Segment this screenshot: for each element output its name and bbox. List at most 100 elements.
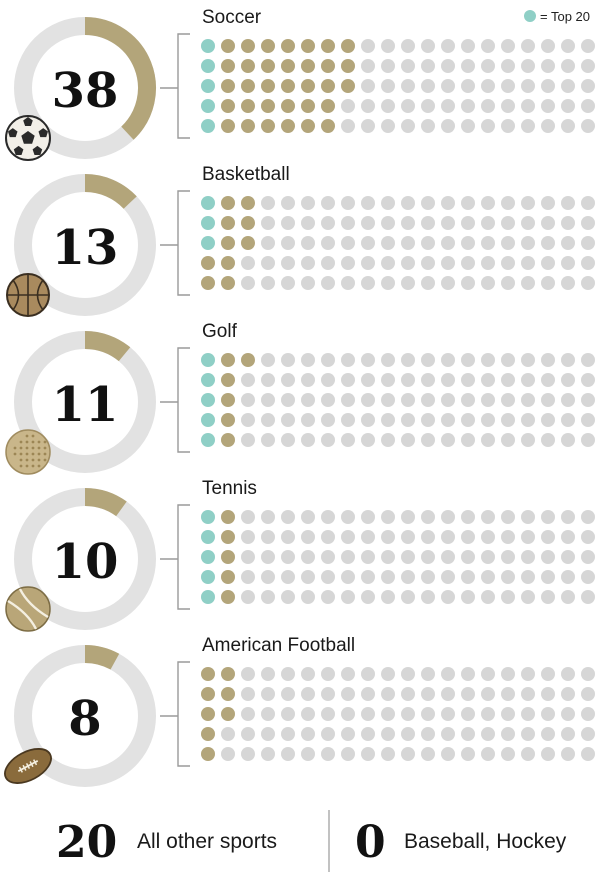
waffle-dot-empty: [381, 119, 395, 133]
waffle-dot-empty: [541, 413, 555, 427]
waffle-dot-empty: [381, 747, 395, 761]
waffle-dot-empty: [421, 413, 435, 427]
waffle-dot-empty: [441, 530, 455, 544]
waffle-dot-empty: [581, 276, 595, 290]
waffle-dot-empty: [441, 510, 455, 524]
waffle-dot-empty: [361, 393, 375, 407]
waffle-dot-empty: [461, 99, 475, 113]
ring-value: 11: [52, 377, 119, 433]
waffle-dot-counted: [241, 353, 255, 367]
waffle-dot-empty: [441, 79, 455, 93]
waffle-dot-counted: [201, 707, 215, 721]
waffle-dot-empty: [241, 373, 255, 387]
waffle-dot-empty: [301, 236, 315, 250]
waffle-dot-top20: [201, 530, 215, 544]
waffle-dot-empty: [441, 590, 455, 604]
waffle-dot-empty: [241, 590, 255, 604]
waffle-dot-empty: [461, 510, 475, 524]
waffle-dot-empty: [441, 216, 455, 230]
waffle-dot-empty: [421, 236, 435, 250]
waffle-dot-empty: [541, 236, 555, 250]
waffle-dot-empty: [521, 79, 535, 93]
waffle-dot-empty: [441, 256, 455, 270]
waffle-dot-empty: [321, 687, 335, 701]
waffle-dot-empty: [361, 373, 375, 387]
waffle-dot-empty: [261, 687, 275, 701]
waffle-dot-empty: [361, 433, 375, 447]
waffle-dot-empty: [361, 39, 375, 53]
waffle-dot-empty: [461, 39, 475, 53]
waffle-dot-empty: [541, 687, 555, 701]
waffle-dot-counted: [261, 99, 275, 113]
waffle-dot-empty: [321, 747, 335, 761]
waffle-dot-counted: [341, 59, 355, 73]
waffle-dot-empty: [461, 393, 475, 407]
waffle-dot-empty: [361, 590, 375, 604]
waffle-dot-empty: [461, 570, 475, 584]
waffle-dot-empty: [441, 687, 455, 701]
waffle-dot-counted: [241, 59, 255, 73]
waffle-dot-empty: [241, 530, 255, 544]
waffle-dot-empty: [261, 236, 275, 250]
waffle-dot-counted: [321, 99, 335, 113]
waffle-dot-empty: [441, 276, 455, 290]
row-bracket: [160, 504, 190, 610]
waffle-dot-empty: [341, 433, 355, 447]
waffle-dot-counted: [221, 433, 235, 447]
waffle-dot-empty: [441, 196, 455, 210]
waffle-dot-empty: [281, 276, 295, 290]
waffle-dot-empty: [561, 590, 575, 604]
waffle-dot-counted: [221, 276, 235, 290]
waffle-dot-empty: [381, 59, 395, 73]
waffle-dot-empty: [561, 747, 575, 761]
legend: = Top 20: [524, 9, 590, 24]
waffle-dot-empty: [481, 216, 495, 230]
waffle-dot-empty: [341, 196, 355, 210]
waffle-dot-empty: [241, 433, 255, 447]
waffle-dot-empty: [241, 727, 255, 741]
sport-row-basketball: 13 Basketball: [6, 164, 595, 317]
waffle-dot-empty: [401, 353, 415, 367]
waffle-dot-empty: [561, 236, 575, 250]
waffle-dot-empty: [541, 39, 555, 53]
waffle-dot-empty: [581, 727, 595, 741]
waffle-dot-top20: [201, 570, 215, 584]
waffle-dot-empty: [441, 667, 455, 681]
waffle-dot-counted: [241, 99, 255, 113]
waffle-dot-empty: [421, 373, 435, 387]
waffle-dot-empty: [561, 707, 575, 721]
waffle-dot-empty: [401, 373, 415, 387]
waffle-dot-empty: [561, 727, 575, 741]
waffle-dot-empty: [341, 707, 355, 721]
waffle-dot-empty: [381, 276, 395, 290]
waffle-dot-empty: [261, 590, 275, 604]
waffle-dot-empty: [541, 276, 555, 290]
waffle-dot-empty: [481, 196, 495, 210]
waffle-dot-empty: [421, 353, 435, 367]
waffle-dot-empty: [301, 393, 315, 407]
waffle-dot-empty: [581, 39, 595, 53]
waffle-dot-counted: [241, 39, 255, 53]
waffle-dot-empty: [281, 530, 295, 544]
waffle-dot-empty: [241, 570, 255, 584]
waffle-dot-empty: [221, 727, 235, 741]
waffle-dot-empty: [421, 196, 435, 210]
waffle-dot-empty: [481, 413, 495, 427]
waffle-dot-empty: [561, 667, 575, 681]
waffle-dot-empty: [341, 236, 355, 250]
waffle-dot-empty: [581, 353, 595, 367]
waffle-dot-empty: [461, 276, 475, 290]
waffle-dot-empty: [401, 550, 415, 564]
waffle-dot-empty: [341, 510, 355, 524]
ring-value: 10: [52, 534, 119, 590]
waffle-dot-top20: [201, 433, 215, 447]
waffle-dot-counted: [221, 373, 235, 387]
waffle-dot-empty: [481, 510, 495, 524]
waffle-dot-top20: [201, 59, 215, 73]
waffle-dot-empty: [301, 667, 315, 681]
waffle-dot-top20: [201, 373, 215, 387]
row-bracket: [160, 347, 190, 453]
american-football-icon: [4, 748, 52, 784]
waffle-dot-empty: [361, 687, 375, 701]
row-bracket: [160, 661, 190, 767]
